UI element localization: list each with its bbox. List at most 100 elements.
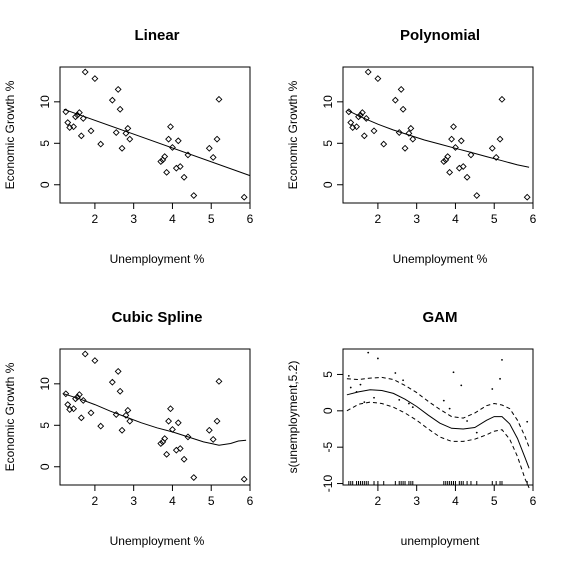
data-point xyxy=(118,426,126,434)
data-point xyxy=(492,153,500,161)
x-tick-label: 4 xyxy=(169,494,176,508)
x-tick-label: 5 xyxy=(208,212,215,226)
residual-point xyxy=(376,357,379,360)
residual-point xyxy=(408,402,410,405)
lower-band-line xyxy=(346,401,530,489)
x-tick-label: 2 xyxy=(375,494,382,508)
chart-title: Linear xyxy=(134,27,179,44)
chart-panel-gam: GAM unemployment s(unemployment,5.2) 2 3 4… xyxy=(286,309,537,548)
x-tick-label: 5 xyxy=(208,494,215,508)
data-point xyxy=(112,129,120,136)
data-point xyxy=(81,350,89,358)
data-point xyxy=(399,105,407,113)
data-point xyxy=(126,417,134,425)
data-point xyxy=(70,405,78,413)
residual-point xyxy=(526,420,529,423)
y-axis-label: Economic Growth % xyxy=(3,80,17,189)
y-axis-label: s(unemployment,5.2) xyxy=(286,361,300,474)
chart-title: GAM xyxy=(423,309,458,326)
x-tick-label: 6 xyxy=(530,494,537,508)
smooth-line xyxy=(346,389,530,469)
residual-point xyxy=(411,406,414,409)
residual-point xyxy=(460,384,463,387)
data-point xyxy=(457,137,465,145)
data-point xyxy=(213,417,221,425)
data-point xyxy=(407,124,415,132)
data-point xyxy=(114,85,122,93)
data-point xyxy=(157,158,165,165)
residual-point xyxy=(466,420,468,422)
residual-point xyxy=(373,396,375,399)
x-tick-label: 6 xyxy=(530,212,537,226)
data-point xyxy=(161,435,169,442)
data-point xyxy=(360,132,368,140)
marks xyxy=(62,350,248,483)
data-point xyxy=(190,474,198,481)
data-point xyxy=(87,409,95,417)
data-point xyxy=(169,144,176,151)
fit-line xyxy=(63,393,247,446)
data-point xyxy=(163,168,171,176)
marks xyxy=(62,68,251,201)
fit-line xyxy=(63,108,251,177)
data-point xyxy=(91,75,99,83)
data-point xyxy=(74,393,81,401)
x-tick-label: 3 xyxy=(413,494,420,508)
data-point xyxy=(463,173,471,181)
x-tick-label: 3 xyxy=(130,212,137,226)
data-point xyxy=(165,135,173,143)
marks xyxy=(345,68,531,201)
data-point xyxy=(240,193,248,201)
data-point xyxy=(75,109,83,117)
marks xyxy=(346,351,530,489)
data-point xyxy=(209,435,217,443)
data-point xyxy=(77,414,85,422)
data-point xyxy=(190,192,198,199)
data-point xyxy=(409,135,417,143)
y-tick-label: 5 xyxy=(38,422,52,429)
x-tick-label: 5 xyxy=(491,494,498,508)
x-tick-label: 4 xyxy=(452,212,459,226)
data-point xyxy=(488,144,496,152)
data-point xyxy=(167,123,174,131)
data-point xyxy=(370,127,378,135)
data-point xyxy=(180,455,188,463)
data-point xyxy=(64,119,72,126)
y-tick-label: -10 xyxy=(321,475,335,493)
y-tick-label: 0 xyxy=(321,407,335,414)
x-tick-label: 6 xyxy=(247,212,254,226)
x-tick-label: 5 xyxy=(491,212,498,226)
residual-point xyxy=(359,383,362,386)
data-point xyxy=(97,422,105,430)
data-point xyxy=(114,367,122,375)
residual-point xyxy=(398,399,401,401)
data-point xyxy=(496,135,504,143)
data-point xyxy=(452,144,459,151)
data-point xyxy=(161,153,169,160)
data-point xyxy=(116,387,124,395)
data-point xyxy=(347,119,355,126)
data-point xyxy=(165,417,173,425)
data-point xyxy=(473,192,481,199)
data-point xyxy=(108,378,116,386)
x-tick-label: 3 xyxy=(130,494,137,508)
data-point xyxy=(215,95,223,103)
data-point xyxy=(358,109,366,117)
upper-band-line xyxy=(346,376,530,448)
data-point xyxy=(81,68,89,76)
data-point xyxy=(64,401,72,408)
chart-panel-linear: Linear Unemployment % Economic Growth % … xyxy=(3,27,254,266)
data-point xyxy=(72,113,79,121)
data-point xyxy=(444,153,452,160)
residual-point xyxy=(349,386,352,389)
y-axis-label: Economic Growth % xyxy=(3,362,17,471)
y-tick-label: 10 xyxy=(38,377,52,391)
residual-point xyxy=(402,379,405,382)
data-point xyxy=(213,135,221,143)
y-tick-label: 0 xyxy=(38,463,52,470)
axes: 2 3 4 5 6 -10 -5 0 5 xyxy=(321,371,537,508)
data-point xyxy=(345,108,353,116)
residual-point xyxy=(491,388,494,390)
y-tick-label: 10 xyxy=(38,95,52,109)
x-tick-label: 2 xyxy=(92,212,99,226)
